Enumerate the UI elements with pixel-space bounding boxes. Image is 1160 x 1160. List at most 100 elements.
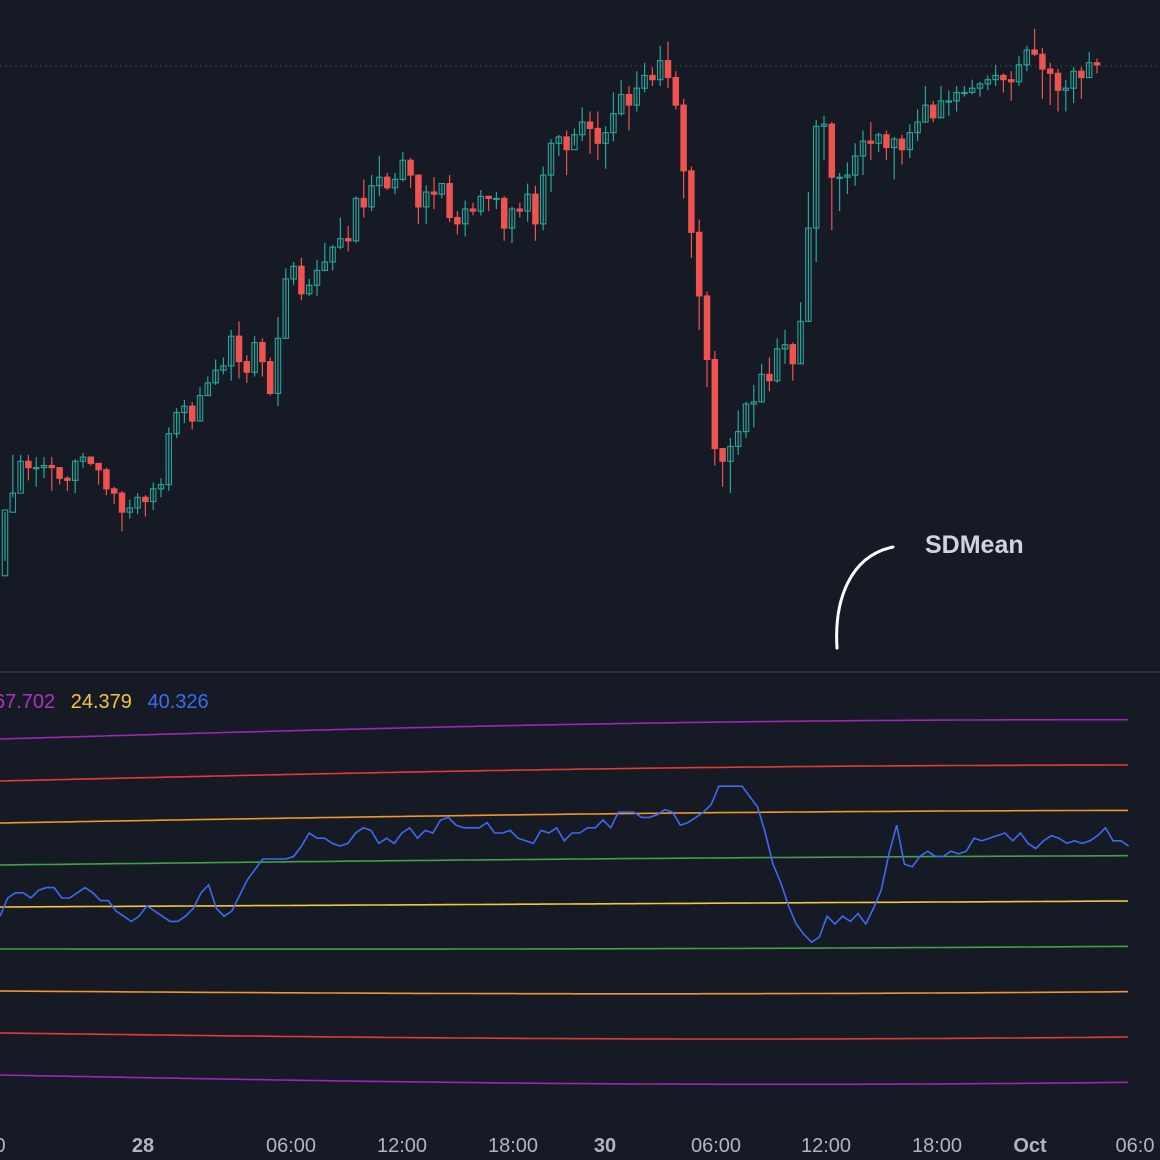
candle-body xyxy=(571,134,578,151)
candle xyxy=(227,329,235,381)
candle xyxy=(56,467,63,485)
candle xyxy=(305,278,313,296)
candle-body xyxy=(711,358,719,450)
candle xyxy=(469,202,477,216)
candle xyxy=(758,363,765,403)
candle xyxy=(672,71,680,110)
candle xyxy=(898,134,906,165)
candle xyxy=(1093,58,1101,74)
candle xyxy=(563,130,570,176)
candle-body xyxy=(290,265,297,280)
candle-body xyxy=(188,405,196,422)
candle-body xyxy=(1085,62,1093,79)
candle xyxy=(656,45,664,87)
candle-body xyxy=(844,174,851,178)
candle xyxy=(376,156,383,197)
candle-body xyxy=(976,83,984,89)
candle-body xyxy=(118,492,126,513)
candle xyxy=(79,452,87,468)
candle-body xyxy=(196,395,204,422)
candle-body xyxy=(305,284,313,295)
candle-body xyxy=(56,467,63,479)
time-axis[interactable]: 0 28 06:00 12:00 18:00 30 06:00 12:00 18:00 Oct 06… xyxy=(0,1135,1154,1157)
candle xyxy=(422,185,430,224)
candle-body xyxy=(17,460,24,494)
candle xyxy=(142,495,149,517)
candle-body xyxy=(898,138,906,151)
sdmean-line xyxy=(0,785,1130,944)
candle-body xyxy=(1046,68,1054,74)
candle-body xyxy=(422,191,430,208)
candle xyxy=(165,427,173,491)
candle xyxy=(914,109,921,142)
candle-body xyxy=(625,93,633,106)
candle-body xyxy=(212,369,219,384)
candle xyxy=(9,454,17,513)
sd-band-line xyxy=(0,718,1128,740)
candle-body xyxy=(703,295,711,361)
candle-body xyxy=(610,113,617,134)
candle xyxy=(1023,45,1031,72)
candle-body xyxy=(87,456,95,464)
candle-body xyxy=(602,132,609,144)
candle xyxy=(204,376,212,397)
candle xyxy=(797,302,804,365)
candle xyxy=(290,262,297,286)
candle xyxy=(719,448,726,487)
annotation-label: SDMean xyxy=(925,531,1024,559)
candle-body xyxy=(664,60,672,79)
candle xyxy=(844,162,851,195)
candle-body xyxy=(867,140,875,144)
candle-body xyxy=(1023,49,1031,66)
candle-body xyxy=(929,104,937,119)
candle xyxy=(399,151,407,182)
candle xyxy=(461,200,469,237)
candle xyxy=(953,86,960,112)
candle xyxy=(976,81,984,97)
candle xyxy=(313,259,321,296)
candle-body xyxy=(227,335,235,367)
candle-body xyxy=(243,361,251,373)
candle xyxy=(633,71,641,112)
candle xyxy=(547,139,555,193)
candle-body xyxy=(563,136,570,151)
candle-body xyxy=(961,91,968,95)
candle-body xyxy=(914,121,921,134)
candle xyxy=(836,172,843,212)
candle-body xyxy=(149,488,157,503)
candle-body xyxy=(415,174,422,208)
candle xyxy=(64,476,71,491)
candle-body xyxy=(750,401,758,405)
candle xyxy=(493,192,500,209)
candle xyxy=(649,66,656,87)
candle xyxy=(906,124,914,159)
candle-body xyxy=(688,170,695,233)
candle-body xyxy=(594,127,602,144)
candle xyxy=(937,86,945,119)
candle xyxy=(789,342,797,381)
candle-body xyxy=(220,365,227,371)
time-axis-label: 18:00 xyxy=(912,1135,962,1157)
annotation-arrow-icon xyxy=(835,545,895,650)
candle-body xyxy=(25,460,32,469)
candle xyxy=(1085,52,1093,79)
candle-body xyxy=(1,509,9,577)
candle-body xyxy=(1000,74,1007,81)
candle xyxy=(446,175,453,222)
candle xyxy=(532,185,539,241)
candle-body xyxy=(524,193,531,212)
candle-body xyxy=(500,197,508,229)
candle xyxy=(103,467,110,496)
candle xyxy=(212,359,219,385)
candle-body xyxy=(859,140,867,157)
candle xyxy=(383,172,391,190)
candle-body xyxy=(110,488,118,494)
candle-body xyxy=(812,125,820,229)
time-axis-label: 06:00 xyxy=(691,1135,741,1157)
candle-body xyxy=(945,100,953,103)
candle xyxy=(1070,66,1077,103)
candle-body xyxy=(883,134,890,149)
candle xyxy=(321,242,329,272)
candle-body xyxy=(337,238,344,248)
